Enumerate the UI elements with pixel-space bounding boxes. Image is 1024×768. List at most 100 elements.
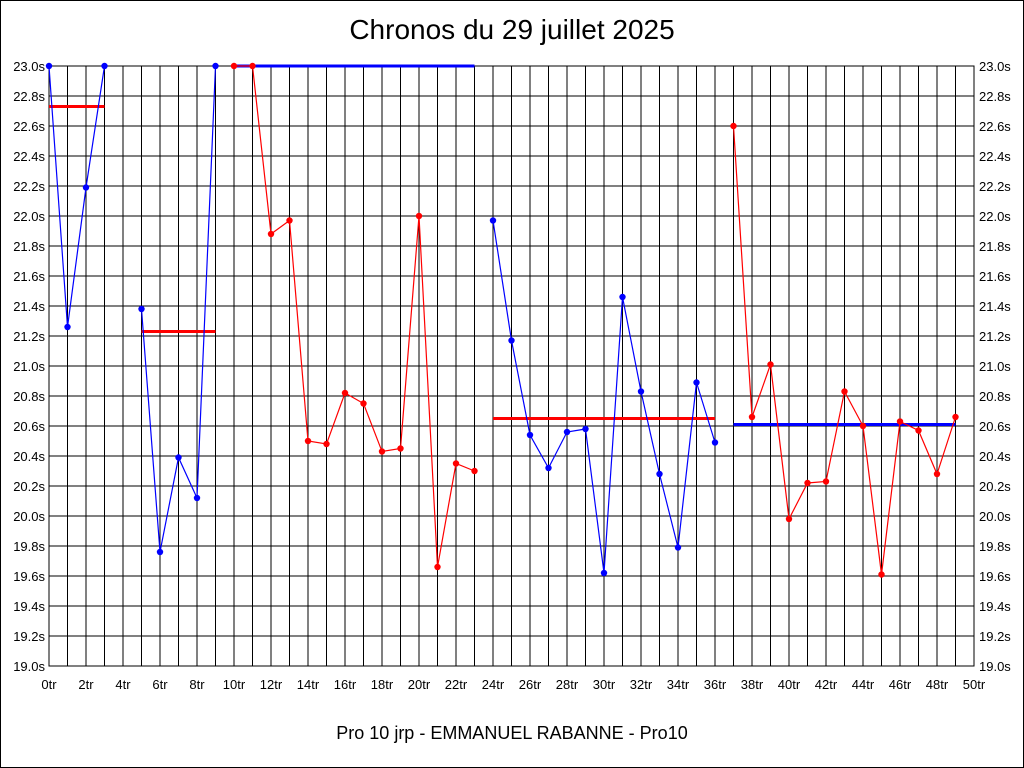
data-point xyxy=(64,323,71,331)
data-point xyxy=(175,454,182,461)
data-point xyxy=(397,445,404,452)
y-tick-label-right: 21.4s xyxy=(979,299,1011,314)
series-points xyxy=(45,62,959,578)
y-tick-label-left: 20.4s xyxy=(13,449,45,464)
data-point xyxy=(341,389,349,397)
data-point xyxy=(841,388,848,395)
data-point xyxy=(878,571,885,578)
data-point xyxy=(526,431,534,439)
y-tick-label-left: 22.2s xyxy=(13,179,45,194)
data-point xyxy=(859,422,867,430)
data-point xyxy=(304,437,312,445)
y-tick-label-left: 21.6s xyxy=(13,269,45,284)
y-tick-label-left: 23.0s xyxy=(13,59,45,74)
data-point xyxy=(82,184,90,191)
data-point xyxy=(267,230,275,238)
data-point xyxy=(138,305,145,313)
y-tick-label-right: 22.6s xyxy=(979,119,1011,134)
data-point xyxy=(952,413,959,421)
data-point xyxy=(711,439,719,446)
data-point xyxy=(619,293,626,301)
y-tick-label-right: 20.0s xyxy=(979,509,1011,524)
series-line xyxy=(234,65,475,568)
data-point xyxy=(434,563,441,571)
x-tick-label: 14tr xyxy=(297,677,320,692)
data-point xyxy=(489,217,497,224)
x-tick-label: 34tr xyxy=(667,677,690,692)
data-point xyxy=(896,418,904,425)
y-tick-label-right: 20.6s xyxy=(979,419,1011,434)
data-point xyxy=(656,470,663,478)
y-axis-right: 19.0s 19.2s 19.4s 19.6s 19.8s 20.0s 20.2s 20.4s… xyxy=(979,59,1011,674)
y-tick-label-right: 19.8s xyxy=(979,539,1011,554)
y-tick-label-left: 22.8s xyxy=(13,89,45,104)
data-point xyxy=(230,62,238,70)
data-point xyxy=(600,569,608,577)
x-tick-label: 24tr xyxy=(482,677,505,692)
y-tick-label-left: 22.0s xyxy=(13,209,45,224)
data-point xyxy=(693,379,700,386)
y-tick-label-left: 19.0s xyxy=(13,659,45,674)
y-tick-label-right: 20.2s xyxy=(979,479,1011,494)
x-tick-label: 18tr xyxy=(371,677,394,692)
y-tick-label-right: 21.2s xyxy=(979,329,1011,344)
y-tick-label-left: 21.2s xyxy=(13,329,45,344)
y-tick-label-right: 21.0s xyxy=(979,359,1011,374)
x-tick-label: 36tr xyxy=(704,677,727,692)
y-tick-label-right: 22.0s xyxy=(979,209,1011,224)
x-tick-label: 8tr xyxy=(189,677,205,692)
y-tick-label-right: 22.8s xyxy=(979,89,1011,104)
chart-grid xyxy=(48,65,975,667)
y-tick-label-right: 20.8s xyxy=(979,389,1011,404)
y-tick-label-left: 19.4s xyxy=(13,599,45,614)
data-point xyxy=(286,217,293,224)
x-tick-label: 20tr xyxy=(408,677,431,692)
data-point xyxy=(915,427,922,434)
y-tick-label-left: 19.6s xyxy=(13,569,45,584)
data-point xyxy=(415,212,423,220)
y-tick-label-left: 20.6s xyxy=(13,419,45,434)
data-point xyxy=(767,361,774,368)
data-point xyxy=(45,62,53,70)
y-tick-label-left: 20.0s xyxy=(13,509,45,524)
x-tick-label: 16tr xyxy=(334,677,357,692)
y-tick-label-right: 21.8s xyxy=(979,239,1011,254)
chart-subtitle: Pro 10 jrp - EMMANUEL RABANNE - Pro10 xyxy=(336,723,688,743)
data-point xyxy=(471,467,478,475)
data-point xyxy=(193,494,201,502)
data-point xyxy=(822,478,830,485)
data-point xyxy=(674,544,682,551)
y-tick-label-left: 20.2s xyxy=(13,479,45,494)
y-tick-label-left: 21.0s xyxy=(13,359,45,374)
y-tick-label-left: 22.4s xyxy=(13,149,45,164)
x-tick-label: 6tr xyxy=(152,677,168,692)
data-point xyxy=(804,479,811,487)
data-point xyxy=(933,470,941,478)
y-tick-label-left: 21.4s xyxy=(13,299,45,314)
x-tick-label: 22tr xyxy=(445,677,468,692)
x-tick-label: 38tr xyxy=(741,677,764,692)
x-tick-label: 44tr xyxy=(852,677,875,692)
x-tick-label: 12tr xyxy=(260,677,283,692)
series-line xyxy=(48,65,106,328)
y-tick-label-left: 21.8s xyxy=(13,239,45,254)
data-point xyxy=(748,413,756,421)
data-point xyxy=(360,400,367,407)
data-point xyxy=(508,337,515,344)
data-point xyxy=(101,62,108,70)
x-tick-label: 28tr xyxy=(556,677,579,692)
data-point xyxy=(730,122,737,130)
x-tick-label: 46tr xyxy=(889,677,912,692)
x-axis: 0tr 2tr 4tr 6tr 8tr 10tr 12tr 14tr 16tr 18tr 20tr 2… xyxy=(41,677,985,692)
series-lines xyxy=(48,65,957,575)
y-tick-label-right: 19.4s xyxy=(979,599,1011,614)
data-point xyxy=(785,515,793,523)
x-tick-label: 40tr xyxy=(778,677,801,692)
x-tick-label: 4tr xyxy=(115,677,131,692)
y-tick-label-right: 19.0s xyxy=(979,659,1011,674)
y-tick-label-left: 20.8s xyxy=(13,389,45,404)
y-tick-label-right: 19.6s xyxy=(979,569,1011,584)
y-tick-label-right: 23.0s xyxy=(979,59,1011,74)
x-tick-label: 2tr xyxy=(78,677,94,692)
